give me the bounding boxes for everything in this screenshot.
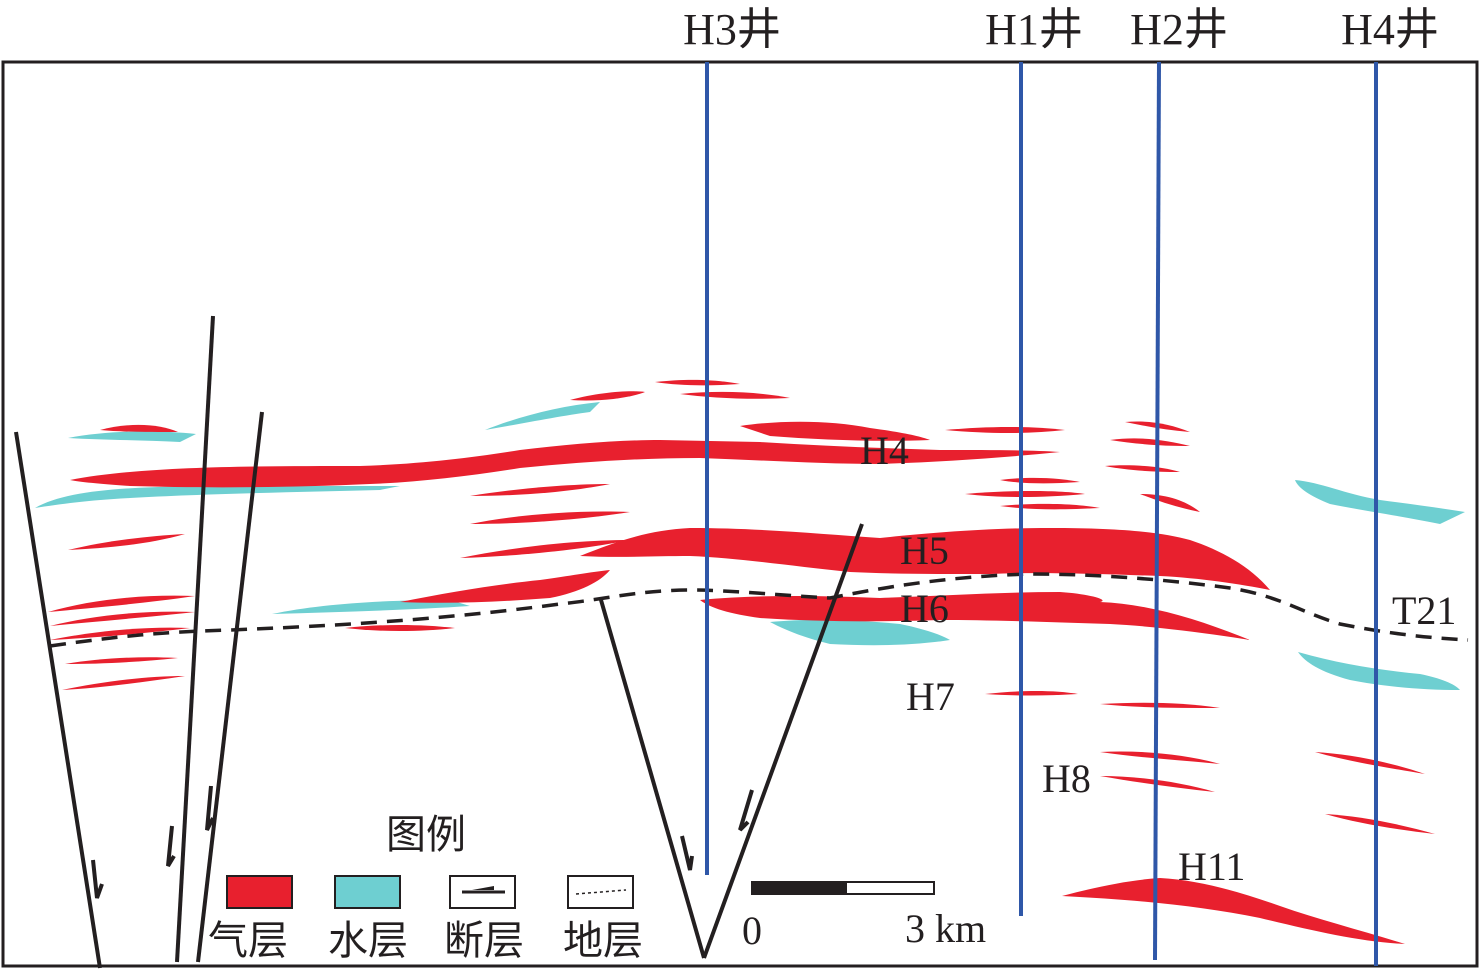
gas-layers: [48, 379, 1435, 944]
well-label-h3: H3井: [683, 5, 781, 54]
gas-layer: [65, 657, 178, 664]
gas-layer: [1140, 494, 1200, 512]
legend-title: 图例: [386, 812, 466, 857]
fault-line: [14, 431, 102, 969]
gas-layer: [1325, 814, 1435, 834]
fault-line: [702, 523, 864, 959]
gas-layer: [1000, 503, 1100, 510]
section-frame: [1, 60, 1479, 968]
scale-bar: 0 3 km: [742, 881, 986, 953]
water-layer: [272, 600, 470, 614]
faults: [14, 315, 864, 969]
legend-swatch-water: [334, 875, 401, 909]
well-label-h2: H2井: [1130, 5, 1228, 54]
gas-layer: [470, 511, 630, 524]
gas-layer: [48, 595, 195, 612]
legend-swatch-strata: [567, 875, 634, 909]
legend-label-gas: 气层: [208, 918, 288, 963]
gas-layer: [570, 391, 645, 401]
layer-label-h8: H8: [1042, 756, 1091, 801]
water-layer: [1298, 652, 1460, 690]
wells: H3井 H1井 H2井 H4井: [683, 5, 1439, 966]
gas-layer: [1062, 878, 1405, 944]
water-layer: [68, 431, 196, 442]
fault-throw-arrow-icon: [166, 825, 176, 868]
well-label-h1: H1井: [985, 5, 1083, 54]
gas-layer: [50, 611, 195, 626]
gas-layer: [580, 528, 1270, 590]
fault-line: [196, 411, 264, 963]
water-layer: [770, 619, 950, 646]
fault-throw-arrow-icon: [680, 835, 694, 871]
legend-label-fault: 断层: [444, 918, 524, 963]
well-line-h2: [1153, 61, 1161, 961]
gas-layer: [100, 424, 178, 432]
layer-label-h5: H5: [900, 528, 949, 573]
scale-bar-end-label: 3 km: [905, 906, 986, 951]
scale-bar-start-label: 0: [742, 908, 762, 953]
gas-layer: [1100, 751, 1220, 764]
well-label-h4: H4井: [1341, 5, 1439, 54]
legend-swatch-gas: [226, 875, 293, 909]
water-layers: [35, 402, 1465, 690]
gas-layer: [680, 391, 790, 399]
layer-label-h11: H11: [1178, 844, 1245, 889]
legend-label-strata: 地层: [563, 918, 643, 963]
horizon-label-t21: T21: [1392, 588, 1456, 633]
gas-layer: [50, 627, 190, 640]
gas-layer: [655, 379, 740, 386]
fault-throw-arrow-icon: [738, 789, 754, 832]
gas-layer: [70, 440, 1060, 488]
layer-label-h4: H4: [860, 428, 909, 473]
fault-throw-arrow-icon: [205, 785, 215, 831]
gas-layer: [345, 625, 455, 631]
layer-label-h7: H7: [906, 674, 955, 719]
gas-layer: [1100, 702, 1220, 708]
gas-layer: [62, 676, 185, 690]
gas-layer: [470, 484, 610, 496]
gas-layer: [68, 534, 185, 550]
scale-bar-white-segment: [845, 881, 935, 895]
fault-line: [599, 599, 706, 959]
water-layer: [1295, 480, 1465, 524]
gas-layer: [985, 691, 1078, 696]
fault-throw-arrow-icon: [91, 859, 104, 899]
legend-label-water: 水层: [328, 918, 408, 963]
gas-layer: [945, 427, 1065, 433]
gas-layer: [965, 491, 1085, 497]
gas-layer: [460, 540, 630, 558]
water-layer: [35, 486, 400, 508]
legend: 图例 气层 水层 断层 地层: [208, 812, 643, 963]
gas-layer: [740, 421, 930, 441]
fault-line: [175, 315, 215, 963]
stratigraphic-line-t21: [49, 572, 1469, 648]
layer-labels: H4 H5 H6 H7 H8 H11 T21: [860, 428, 1456, 889]
gas-layer: [700, 592, 1250, 640]
gas-layer: [1105, 465, 1180, 472]
gas-layer: [1000, 477, 1080, 484]
layer-label-h6: H6: [900, 586, 949, 631]
gas-layer: [1315, 752, 1425, 774]
scale-bar-black-segment: [751, 881, 847, 895]
gas-layer: [400, 570, 610, 603]
legend-swatch-fault: [449, 875, 516, 909]
gas-layer: [1110, 438, 1190, 446]
water-layer: [485, 402, 600, 430]
